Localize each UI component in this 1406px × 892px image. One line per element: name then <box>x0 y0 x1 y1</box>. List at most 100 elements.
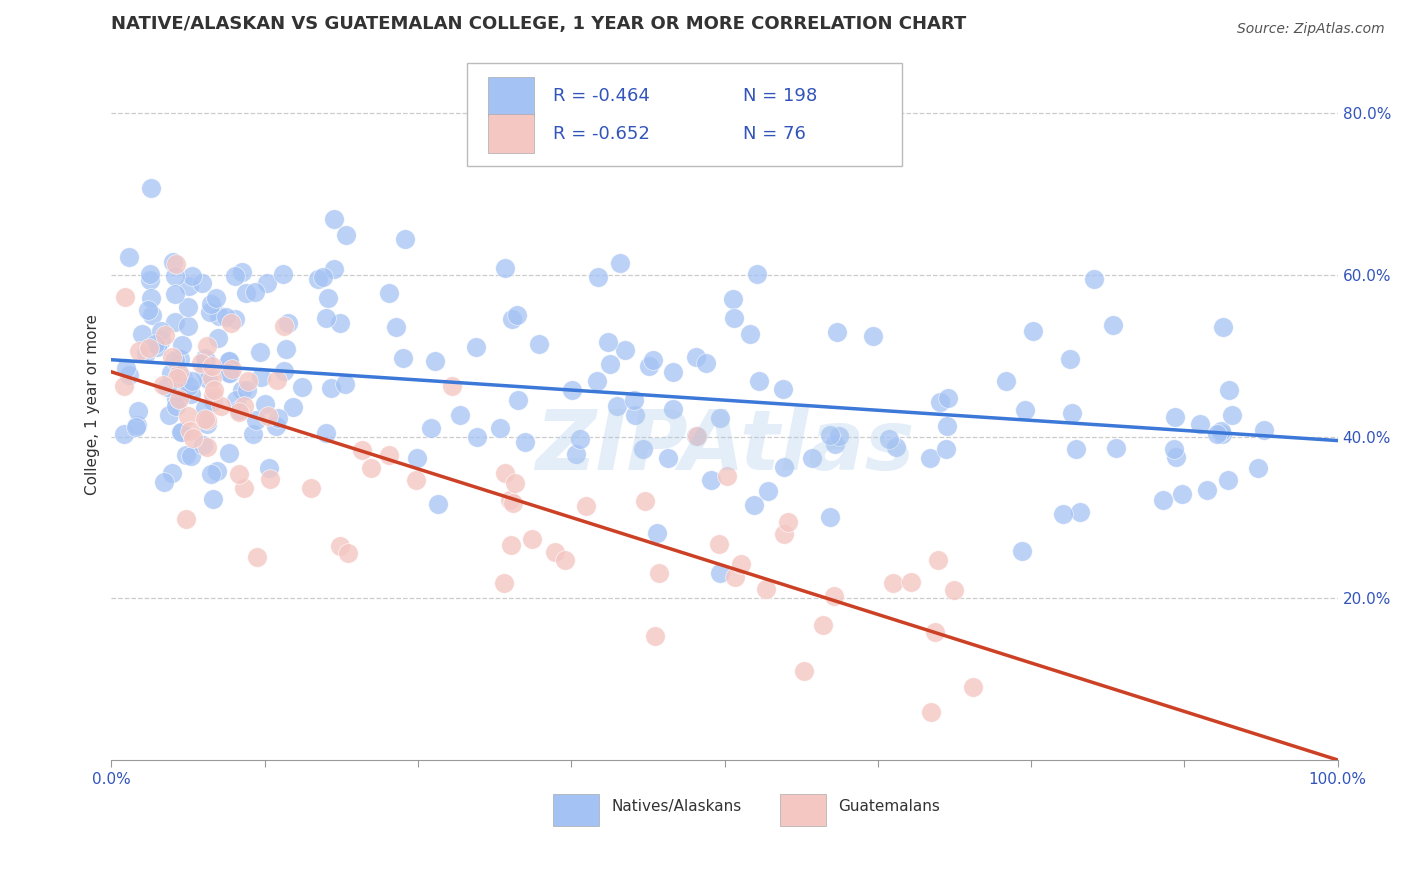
Point <box>506 308 529 322</box>
Point <box>498 493 520 508</box>
Point <box>221 362 243 376</box>
FancyBboxPatch shape <box>467 62 903 166</box>
Point <box>501 538 523 552</box>
Point <box>1164 450 1187 464</box>
Point <box>745 267 768 281</box>
Point <box>172 370 194 384</box>
Point <box>440 379 463 393</box>
Point <box>205 464 228 478</box>
Point <box>194 365 217 379</box>
Point <box>118 251 141 265</box>
Point <box>748 374 770 388</box>
Point <box>179 425 201 439</box>
Point <box>162 466 184 480</box>
Point <box>152 378 174 392</box>
Point <box>360 460 382 475</box>
Point <box>329 539 352 553</box>
Point <box>1152 492 1174 507</box>
Point <box>163 353 186 368</box>
Point <box>716 468 738 483</box>
Point <box>707 537 730 551</box>
Point <box>818 428 841 442</box>
Point <box>170 425 193 439</box>
Point <box>180 449 202 463</box>
Point <box>114 361 136 376</box>
Point <box>225 392 247 407</box>
Point <box>623 392 645 407</box>
Point <box>231 383 253 397</box>
Point <box>194 412 217 426</box>
Point <box>243 285 266 299</box>
Point <box>169 352 191 367</box>
Point <box>920 451 942 466</box>
Point <box>149 324 172 338</box>
Point <box>554 553 576 567</box>
Point <box>1171 487 1194 501</box>
Point <box>609 256 631 270</box>
Point <box>163 268 186 283</box>
Point <box>180 387 202 401</box>
Point <box>730 557 752 571</box>
Point <box>136 303 159 318</box>
Point <box>686 429 709 443</box>
Point <box>273 364 295 378</box>
Point <box>884 440 907 454</box>
Point <box>139 291 162 305</box>
Point <box>335 377 357 392</box>
Point <box>266 410 288 425</box>
FancyBboxPatch shape <box>488 77 534 116</box>
Point <box>155 328 177 343</box>
Point <box>165 256 187 270</box>
Point <box>1220 409 1243 423</box>
Text: R = -0.464: R = -0.464 <box>553 87 650 105</box>
Point <box>352 443 374 458</box>
Point <box>202 491 225 506</box>
Point <box>291 380 314 394</box>
Text: Source: ZipAtlas.com: Source: ZipAtlas.com <box>1237 22 1385 37</box>
Point <box>177 300 200 314</box>
Point <box>319 381 342 395</box>
Point <box>176 448 198 462</box>
Point <box>156 380 179 394</box>
Point <box>772 382 794 396</box>
Point <box>494 261 516 276</box>
Point <box>259 472 281 486</box>
Point <box>198 305 221 319</box>
Point <box>544 544 567 558</box>
Point <box>709 410 731 425</box>
Point <box>561 384 583 398</box>
Point <box>299 481 322 495</box>
Point <box>488 421 510 435</box>
Point <box>205 291 228 305</box>
Point <box>995 374 1018 388</box>
Point <box>207 331 229 345</box>
Point <box>598 335 620 350</box>
Point <box>315 426 337 441</box>
Point <box>277 316 299 330</box>
Text: NATIVE/ALASKAN VS GUATEMALAN COLLEGE, 1 YEAR OR MORE CORRELATION CHART: NATIVE/ALASKAN VS GUATEMALAN COLLEGE, 1 … <box>111 15 967 33</box>
Point <box>935 442 957 457</box>
Point <box>162 350 184 364</box>
Point <box>425 354 447 368</box>
FancyBboxPatch shape <box>488 114 534 153</box>
Point <box>167 366 190 380</box>
Point <box>232 481 254 495</box>
Point <box>756 484 779 499</box>
Point <box>141 308 163 322</box>
Point <box>1059 352 1081 367</box>
Point <box>565 447 588 461</box>
Point <box>201 359 224 373</box>
Point <box>394 232 416 246</box>
Point <box>1164 410 1187 425</box>
Point <box>201 371 224 385</box>
Point <box>772 527 794 541</box>
Point <box>1189 417 1212 432</box>
Text: N = 76: N = 76 <box>742 125 806 143</box>
Point <box>276 342 298 356</box>
Point <box>1014 403 1036 417</box>
Point <box>315 310 337 325</box>
Point <box>167 384 190 399</box>
Point <box>219 366 242 380</box>
Point <box>828 428 851 442</box>
Point <box>112 426 135 441</box>
